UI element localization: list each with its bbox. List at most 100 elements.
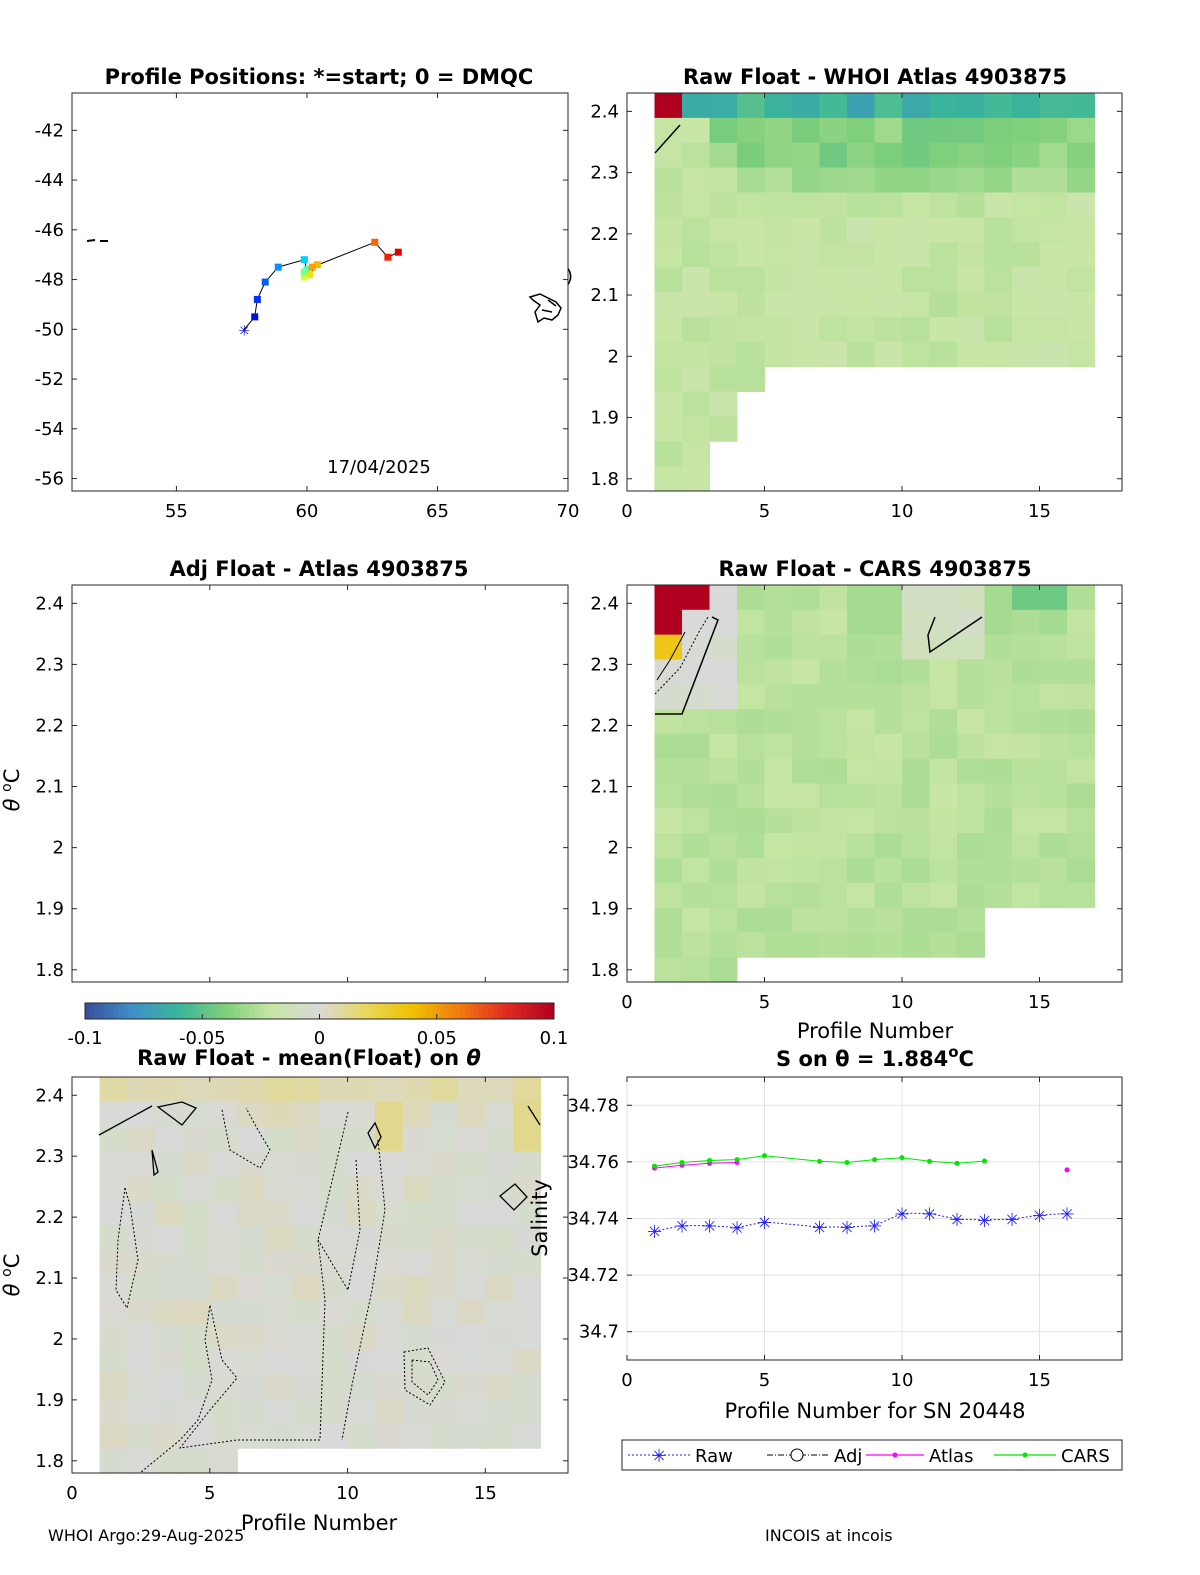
heatmap-cell [485,1101,514,1128]
x-tick-label: 60 [295,501,318,522]
colorbar-step [249,1003,255,1019]
heatmap-cell [402,1398,431,1425]
profile-marker [313,261,321,269]
heatmap-cell [1039,242,1068,268]
heatmap-cell [709,316,738,343]
heatmap-cell [792,808,820,834]
colorbar-step [286,1003,292,1019]
colorbar-step [408,1003,414,1019]
colorbar-step [230,1003,236,1019]
point-raw: ✳ [1059,1204,1074,1225]
y-tick-label: 1.8 [35,960,64,981]
colorbar-step [413,1003,419,1019]
heatmap-cell [984,267,1013,293]
heatmap-cell [1012,242,1040,268]
heatmap-cell [1067,733,1095,760]
heatmap-cell [347,1275,376,1301]
heatmap-cell [709,292,738,318]
heatmap-cell [292,1200,321,1227]
heatmap-cell [654,684,683,710]
heatmap-cell [819,882,848,909]
point-raw: ✳ [729,1219,744,1240]
heatmap-cell [99,1225,128,1251]
colorbar-step [389,1003,395,1019]
heatmap-cell [902,341,930,368]
heatmap-cell [682,117,710,144]
heatmap-cell [682,292,710,318]
heatmap-cell [264,1126,293,1152]
heatmap-cell [737,93,765,119]
heatmap-cell [874,242,903,268]
float-track: ✳ [238,238,402,339]
series-line-raw [654,1212,1068,1232]
heatmap-cell [984,857,1013,884]
heatmap-cell [402,1250,431,1276]
raw-cars-title: Raw Float - CARS 4903875 [718,557,1031,581]
heatmap-cell [847,684,875,710]
colorbar-step [314,1003,320,1019]
colorbar-step [305,1003,311,1019]
heatmap-cell [1067,192,1095,218]
raw-mean-axes [71,1076,569,1474]
heatmap-cell [737,733,765,760]
heatmap-cell [209,1250,238,1276]
heatmap-cell [320,1275,349,1301]
raw-cars-axes [626,584,1123,983]
x-tick-label: 5 [759,1370,770,1391]
heatmap-cell [682,93,710,119]
heatmap-cell [874,634,903,660]
colorbar-step [244,1003,250,1019]
heatmap-cell [929,93,958,119]
heatmap-cell [320,1250,349,1276]
y-tick-label: 2.3 [590,654,619,675]
colorbar-step [188,1003,194,1019]
heatmap-cell [957,634,985,660]
heatmap-cell [209,1324,238,1350]
heatmap-cell [402,1349,431,1375]
heatmap-cell [682,416,710,442]
positions-ticks: 55 60 65 70 -42 -44 -46 -48 -50 -52 -54 -56 [35,93,579,522]
heatmap-cell [485,1077,514,1103]
heatmap-cell [292,1398,321,1425]
profile-marker [300,268,308,276]
heatmap-cell [682,932,710,958]
heatmap-cell [237,1077,266,1103]
heatmap-cell [457,1225,486,1251]
heatmap-cell [654,267,683,293]
heatmap-cell [654,932,683,958]
heatmap-cell [99,1398,128,1425]
point-raw: ✳ [839,1218,854,1239]
heatmap-cell [512,1225,541,1251]
colorbar-step [99,1003,105,1019]
colorbar-step [127,1003,133,1019]
adj-atlas-axes [71,584,569,983]
heatmap-cell [984,609,1013,636]
heatmap-cell [984,242,1013,268]
y-tick-label: 34.72 [567,1265,619,1286]
heatmap-cell [430,1200,459,1227]
heatmap-cell [737,882,765,909]
heatmap-cell [209,1101,238,1128]
heatmap-cell [709,833,738,859]
heatmap-cell [264,1275,293,1301]
y-tick-label: 34.78 [567,1095,619,1116]
colorbar-tick-label: 0.1 [540,1028,569,1049]
heatmap-cell [737,585,765,611]
heatmap-cell [902,783,930,809]
y-tick-label: 1.9 [35,899,64,920]
heatmap-cell [737,217,765,243]
heatmap-cell [682,733,710,760]
point-raw: ✳ [757,1213,772,1234]
heatmap-cell [819,684,848,710]
colorbar-step [131,1003,137,1019]
heatmap-cell [709,142,738,169]
legend-adj-marker [790,1448,804,1462]
heatmap-cell [457,1176,486,1202]
colorbar-step [197,1003,203,1019]
heatmap-cell [154,1225,183,1251]
heatmap-cell [929,882,958,909]
colorbar-step [281,1003,288,1019]
heatmap-cell [182,1225,211,1251]
heatmap-cell [375,1275,404,1301]
heatmap-cell [984,634,1013,660]
